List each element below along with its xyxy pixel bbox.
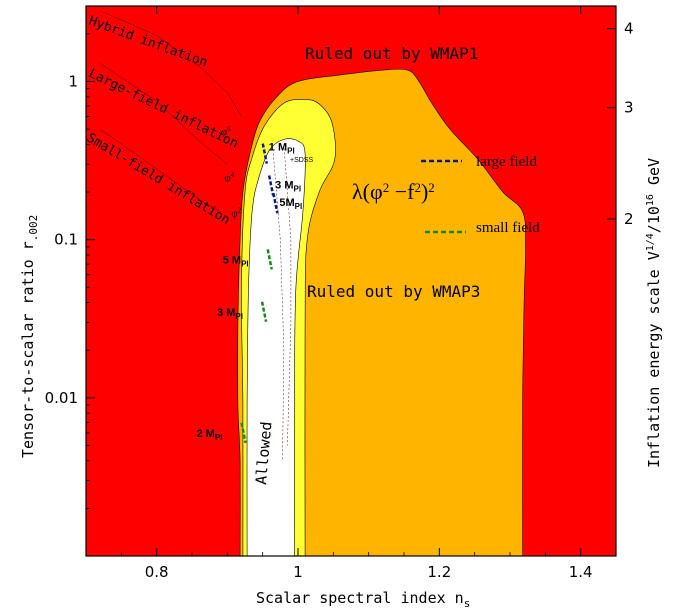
plot-frame	[85, 5, 617, 557]
point-small-field-0	[266, 249, 273, 270]
series-layer	[240, 143, 279, 444]
y-tick-label-2: 1	[68, 72, 78, 90]
y-tick-label-0: 0.01	[45, 389, 78, 407]
annotation-large-field-1: 3 MPl	[275, 179, 301, 193]
right-tick-label-2: 4	[624, 20, 634, 38]
x-tick-label-2: 1.2	[427, 563, 451, 581]
y-tick-label-1: 0.1	[54, 231, 78, 249]
potential-label-0: φ6	[221, 125, 231, 138]
legend-label-small-field: small field	[476, 220, 540, 236]
point-large-field-0	[261, 143, 269, 164]
x-tick-label-0: 0.8	[145, 563, 169, 581]
annotation-small-field-1: 3 MPl	[217, 307, 243, 321]
region-label-sdss: +SDSS	[290, 157, 313, 164]
right-tick-label-1: 3	[624, 99, 634, 117]
model-boundary-lines	[99, 10, 292, 461]
point-small-field-1	[260, 301, 268, 323]
right-tick-label-0: 2	[624, 210, 634, 228]
potential-label-2: φ2	[231, 207, 241, 220]
ticks-layer: 0.811.21.40.010.11234567	[45, 5, 634, 581]
annotation-large-field-0: 1 MPl	[269, 142, 295, 156]
point-large-field-2	[272, 192, 279, 214]
model-line-2	[99, 128, 221, 213]
legend-title: λ(φ2 −f2)2	[352, 179, 435, 204]
potential-label-1: φ4	[224, 171, 234, 184]
labels-layer: 1 MPl 3 MPl 5MPl 5 MPl 3 MPl 2 MPl φ6 φ4 φ2	[197, 125, 303, 442]
region-label-allowed: Allowed	[252, 421, 275, 486]
model-line-3	[283, 144, 292, 446]
model-line-4	[273, 153, 285, 461]
plot-area	[86, 6, 616, 556]
x-tick-label-3: 1.4	[569, 563, 593, 581]
annotation-small-field-2: 2 MPl	[197, 428, 223, 442]
model-line-1	[99, 63, 228, 165]
allowed-region	[246, 138, 306, 556]
annotation-small-field-0: 5 MPl	[223, 254, 249, 268]
legend-label-large-field: large field	[476, 154, 537, 170]
region-label-wmap1: Ruled out by WMAP1	[305, 44, 478, 63]
right-axis-label: Inflation energy scale V1/4/1016 GeV	[645, 158, 663, 468]
region-label-wmap3: Ruled out by WMAP3	[307, 282, 480, 301]
x-tick-label-1: 1	[293, 563, 303, 581]
point-large-field-1	[267, 175, 275, 196]
legend: λ(φ2 −f2)2 large field small field	[352, 154, 540, 236]
x-axis-label: Scalar spectral index ns	[256, 589, 470, 610]
point-small-field-2	[240, 422, 247, 444]
model-line-0	[99, 10, 242, 117]
y-axis-label: Tensor-to-scalar ratio r.002	[19, 215, 40, 458]
annotation-large-field-2: 5MPl	[279, 197, 302, 211]
